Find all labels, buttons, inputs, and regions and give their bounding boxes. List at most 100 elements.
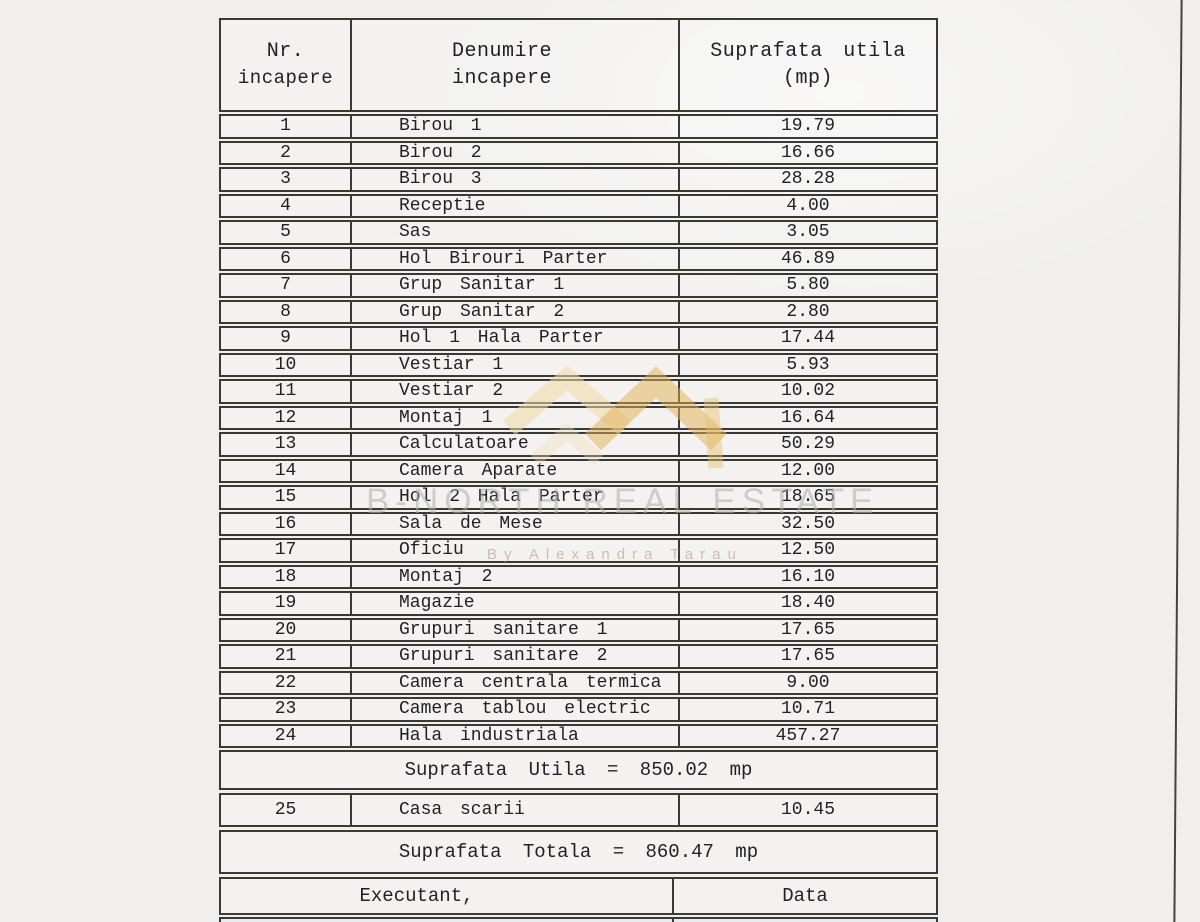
cell-nr: 14 xyxy=(221,460,352,481)
partial-left-cell xyxy=(221,919,674,922)
cell-nr: 3 xyxy=(221,169,352,190)
cell-area: 18.40 xyxy=(780,593,835,614)
cell-name: Birou 3 xyxy=(352,169,680,190)
cell-nr: 2 xyxy=(221,142,352,163)
cell-nr: 8 xyxy=(221,301,352,322)
cell-nr: 16 xyxy=(221,513,352,534)
table-row: 16 Sala de Mese 32.50 xyxy=(219,511,938,536)
cell-area: 3.05 xyxy=(786,222,830,243)
header-suprafata-line2: (mp) xyxy=(782,67,833,90)
header-suprafata-utila: Suprafata utila (mp) xyxy=(680,20,936,110)
cell-nr: 10 xyxy=(221,354,352,375)
scan-edge-line xyxy=(1173,0,1183,922)
cell-area: 9.00 xyxy=(786,672,830,693)
table-row: 14 Camera Aparate 12.00 xyxy=(219,458,938,483)
header-nr-line2: incapere xyxy=(237,67,334,89)
cell-name: Hol 2 Hala Parter xyxy=(352,487,680,508)
cell-area: 10.71 xyxy=(780,699,835,720)
cell-name: Hala industriala xyxy=(352,725,680,746)
cell-nr: 5 xyxy=(221,222,352,243)
cell-area: 5.93 xyxy=(786,354,830,375)
table-row: 24 Hala industriala 457.27 xyxy=(219,723,938,748)
table-row: 4 Receptie 4.00 xyxy=(219,193,938,218)
cell-nr: 12 xyxy=(221,407,352,428)
cell-nr: 11 xyxy=(221,381,352,402)
table-row: 18 Montaj 2 16.10 xyxy=(219,564,938,589)
cell-area: 19.79 xyxy=(780,116,835,137)
cell-nr: 9 xyxy=(221,328,352,349)
cell-name: Calculatoare xyxy=(352,434,680,455)
table-row: 20 Grupuri sanitare 1 17.65 xyxy=(219,617,938,642)
header-nr-line1: Nr. xyxy=(266,40,305,63)
partial-next-row xyxy=(219,917,938,922)
cell-nr: 24 xyxy=(221,725,352,746)
subtotal-row: Suprafata Utila = 850.02 mp xyxy=(219,750,938,790)
cell-area: 10.02 xyxy=(780,381,835,402)
table-row-25: 25 Casa scarii 10.45 xyxy=(219,793,938,827)
table-row: 1 Birou 1 19.79 xyxy=(219,114,938,139)
cell-area: 32.50 xyxy=(780,513,835,534)
table-row: 13 Calculatoare 50.29 xyxy=(219,432,938,457)
cell-name: Birou 1 xyxy=(352,116,680,137)
total-row: Suprafata Totala = 860.47 mp xyxy=(219,830,938,874)
cell-nr: 4 xyxy=(221,195,352,216)
cell-area: 457.27 xyxy=(775,725,841,746)
room-rows: 1 Birou 1 19.79 2 Birou 2 16.66 3 Birou … xyxy=(219,114,938,748)
cell-nr: 15 xyxy=(221,487,352,508)
cell-nr: 13 xyxy=(221,434,352,455)
table-row: 10 Vestiar 1 5.93 xyxy=(219,352,938,377)
table-row: 6 Hol Birouri Parter 46.89 xyxy=(219,246,938,271)
cell-area: 16.10 xyxy=(780,566,835,587)
cell-name: Sas xyxy=(352,222,680,243)
table-row: 21 Grupuri sanitare 2 17.65 xyxy=(219,644,938,669)
cell-name: Vestiar 1 xyxy=(352,354,680,375)
subtotal-text: Suprafata Utila = 850.02 mp xyxy=(404,759,753,781)
cell-area: 18.65 xyxy=(780,487,835,508)
cell-area: 28.28 xyxy=(780,169,835,190)
table-row: 5 Sas 3.05 xyxy=(219,220,938,245)
cell-area: 50.29 xyxy=(780,434,835,455)
table-row: 2 Birou 2 16.66 xyxy=(219,140,938,165)
header-denumire-line2: incapere xyxy=(451,67,552,90)
cell-name: Montaj 1 xyxy=(352,407,680,428)
cell-name: Camera Aparate xyxy=(352,460,680,481)
cell-nr: 19 xyxy=(221,593,352,614)
room-area-table: Nr. incapere Denumire incapere Suprafata… xyxy=(219,18,938,922)
cell-name: Birou 2 xyxy=(352,142,680,163)
cell-nr: 7 xyxy=(221,275,352,296)
cell-nr: 6 xyxy=(221,248,352,269)
table-row: 23 Camera tablou electric 10.71 xyxy=(219,697,938,722)
cell-area: 4.00 xyxy=(786,195,830,216)
cell-name: Vestiar 2 xyxy=(352,381,680,402)
cell-nr: 1 xyxy=(221,116,352,137)
cell-name: Hol 1 Hala Parter xyxy=(352,328,680,349)
cell-name: Hol Birouri Parter xyxy=(352,248,680,269)
table-row: 12 Montaj 1 16.64 xyxy=(219,405,938,430)
table-row: 9 Hol 1 Hala Parter 17.44 xyxy=(219,326,938,351)
cell-nr: 20 xyxy=(221,619,352,640)
table-row: 19 Magazie 18.40 xyxy=(219,591,938,616)
cell-name: Magazie xyxy=(352,593,680,614)
cell-area: 17.65 xyxy=(780,646,835,667)
cell-name: Oficiu xyxy=(352,540,680,561)
cell-area: 2.80 xyxy=(786,301,830,322)
header-denumire-incapere: Denumire incapere xyxy=(352,20,680,110)
cell-name: Camera centrala termica xyxy=(352,672,680,693)
table-row: 7 Grup Sanitar 1 5.80 xyxy=(219,273,938,298)
cell-name: Receptie xyxy=(352,195,680,216)
signature-row: Executant, Data xyxy=(219,877,938,915)
cell-name: Sala de Mese xyxy=(352,513,680,534)
cell-area: 12.50 xyxy=(780,540,835,561)
cell-area: 17.44 xyxy=(780,328,835,349)
cell-area: 16.66 xyxy=(780,142,835,163)
total-text: Suprafata Totala = 860.47 mp xyxy=(398,841,759,863)
header-suprafata-line1: Suprafata utila xyxy=(710,40,906,63)
cell-area: 17.65 xyxy=(780,619,835,640)
header-denumire-line1: Denumire xyxy=(451,40,552,63)
table-row: 11 Vestiar 2 10.02 xyxy=(219,379,938,404)
header-nr-incapere: Nr. incapere xyxy=(221,20,352,110)
cell-area: 10.45 xyxy=(780,800,835,820)
cell-name: Casa scarii xyxy=(352,795,680,825)
table-row: 3 Birou 3 28.28 xyxy=(219,167,938,192)
